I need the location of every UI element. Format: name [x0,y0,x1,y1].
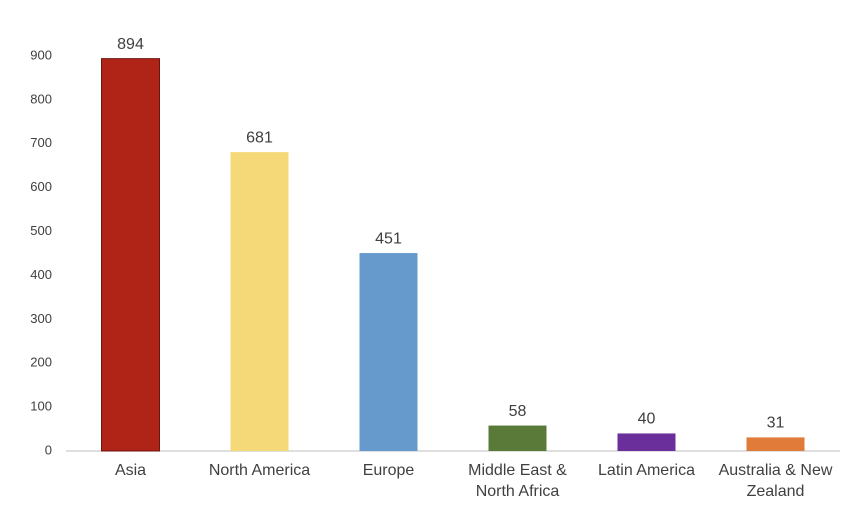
value-label: 451 [375,230,402,247]
bar [488,425,547,451]
value-label: 31 [767,415,785,432]
bar [359,253,418,451]
x-tick-label: Middle East & North Africa [468,462,567,500]
y-tick-label: 800 [30,91,52,106]
x-tick-label: North America [208,462,311,479]
x-tick-label: Europe [362,462,415,479]
y-tick-label: 400 [30,267,52,282]
y-tick-label: 300 [30,311,52,326]
bar [230,152,289,451]
bar [617,433,676,451]
y-tick-label: 0 [45,442,52,457]
bar [101,58,160,452]
y-tick-label: 100 [30,399,52,414]
x-tick-label: Latin America [598,462,695,479]
y-tick-label: 900 [30,47,52,62]
x-tick-label: Asia [114,462,147,479]
value-label: 40 [638,411,656,428]
value-label: 681 [246,129,273,146]
value-label: 58 [509,403,527,420]
y-tick-label: 700 [30,135,52,150]
y-tick-label: 500 [30,223,52,238]
value-label: 894 [117,36,144,53]
y-tick-label: 200 [30,355,52,370]
y-tick-label: 600 [30,179,52,194]
bar [746,437,805,451]
x-tick-label: Australia & New Zealand [718,462,833,500]
